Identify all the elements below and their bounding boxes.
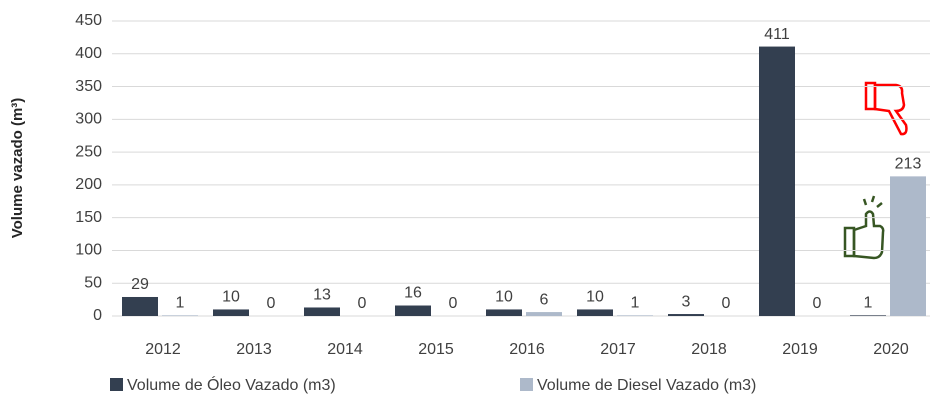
legend-swatch (110, 378, 123, 391)
data-label: 0 (813, 295, 822, 312)
bar (162, 315, 198, 316)
bar (526, 312, 562, 316)
legend-label: Volume de Diesel Vazado (m3) (537, 377, 756, 394)
data-label: 16 (404, 285, 422, 302)
y-tick-label: 350 (75, 78, 102, 95)
bar (395, 305, 431, 316)
y-tick-label: 50 (84, 274, 102, 291)
x-tick-label: 2018 (691, 341, 727, 358)
x-tick-label: 2013 (236, 341, 272, 358)
data-label: 29 (131, 276, 149, 293)
data-label: 10 (495, 289, 513, 306)
y-tick-label: 0 (93, 307, 102, 324)
bar (668, 314, 704, 316)
data-label: 0 (449, 295, 458, 312)
x-tick-label: 2012 (145, 341, 181, 358)
data-label: 3 (682, 293, 691, 310)
data-label: 13 (313, 287, 331, 304)
legend-label: Volume de Óleo Vazado (m3) (127, 375, 336, 394)
bar (759, 46, 795, 317)
data-label: 1 (864, 295, 873, 312)
data-label: 1 (176, 295, 185, 312)
data-label: 10 (586, 289, 604, 306)
y-tick-label: 150 (75, 209, 102, 226)
data-label: 6 (540, 291, 549, 308)
bar (850, 315, 886, 316)
bar (577, 309, 613, 316)
x-tick-label: 2016 (509, 341, 545, 358)
bar (304, 307, 340, 316)
y-tick-label: 300 (75, 111, 102, 128)
y-tick-label: 450 (75, 12, 102, 29)
x-tick-label: 2017 (600, 341, 636, 358)
x-tick-label: 2015 (418, 341, 454, 358)
legend-swatch (520, 378, 533, 391)
y-axis-title: Volume vazado (m³) (9, 98, 26, 239)
bar (486, 309, 522, 316)
data-label: 0 (267, 295, 276, 312)
x-tick-label: 2014 (327, 341, 363, 358)
x-tick-label: 2020 (873, 341, 909, 358)
y-tick-label: 400 (75, 45, 102, 62)
data-label: 0 (358, 295, 367, 312)
data-label: 10 (222, 289, 240, 306)
y-tick-label: 100 (75, 242, 102, 259)
bar (122, 296, 158, 316)
bar (213, 309, 249, 316)
x-tick-label: 2019 (782, 341, 818, 358)
thumbs-up-icon (843, 195, 885, 260)
data-label: 213 (895, 156, 922, 173)
thumbs-down-icon (864, 81, 908, 136)
y-tick-label: 200 (75, 176, 102, 193)
data-label: 411 (764, 26, 790, 43)
data-label: 0 (722, 295, 731, 312)
y-tick-label: 250 (75, 143, 102, 160)
bar (890, 176, 926, 316)
bar (617, 315, 653, 316)
data-label: 1 (631, 295, 640, 312)
